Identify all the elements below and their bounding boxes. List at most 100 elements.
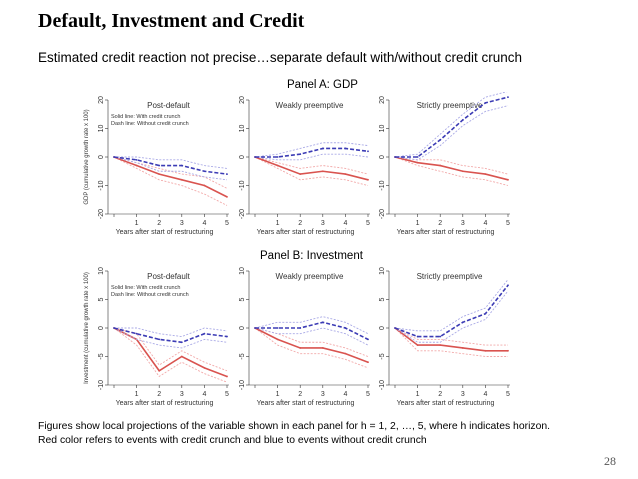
slide-subtitle: Estimated credit reaction not precise…se… <box>38 50 522 65</box>
series-blue-point <box>276 327 279 329</box>
legend-entry: Solid line: With credit crunch <box>111 285 180 291</box>
series-blue-point <box>484 101 487 104</box>
y-tick-label: 0 <box>379 326 386 330</box>
legend-entry: Dash line: Without credit crunch <box>111 292 189 298</box>
series-red-point <box>367 361 369 364</box>
x-tick-label: 2 <box>438 391 442 398</box>
x-tick-label: 1 <box>416 391 420 398</box>
y-tick-label: -5 <box>379 353 386 359</box>
series-blue-upper-band <box>114 327 228 338</box>
series-blue-point <box>367 338 369 341</box>
series-red-point <box>158 369 161 372</box>
series-blue-point <box>226 335 228 338</box>
series-red-point <box>439 164 442 167</box>
panel-0-chart-2: Strictly preemptive -20 -10 0 10 20 1 2 3 4 5 Years… <box>379 92 510 236</box>
series-red-upper-band <box>254 156 369 175</box>
series-blue-point <box>507 284 509 287</box>
plot-background <box>389 271 510 385</box>
series-blue-point <box>484 312 487 315</box>
x-tick-label: 2 <box>157 220 161 227</box>
y-tick-label: 0 <box>379 155 386 159</box>
series-blue-point <box>416 156 419 158</box>
series-blue-point <box>321 321 324 324</box>
x-tick-label: 3 <box>461 220 465 227</box>
x-tick-label: 5 <box>225 391 229 398</box>
y-tick-label: 10 <box>98 125 105 133</box>
series-blue-point <box>299 327 302 329</box>
series-red-point <box>180 355 183 358</box>
series-blue-line <box>395 96 509 158</box>
series-red-point <box>226 196 228 198</box>
x-tick-label: 1 <box>276 391 280 398</box>
y-tick-label: -5 <box>98 353 105 359</box>
series-red-point <box>203 184 206 187</box>
series-blue-point <box>507 96 509 99</box>
series-blue-point <box>461 321 464 324</box>
y-tick-label: 0 <box>239 326 246 330</box>
series-blue-point <box>113 327 115 329</box>
series-red-point <box>180 178 183 181</box>
series-blue-upper-band <box>394 92 508 158</box>
x-tick-label: 3 <box>180 220 184 227</box>
footnote: Figures show local projections of the va… <box>38 420 618 448</box>
series-blue-upper-band <box>114 156 228 169</box>
x-axis-label: Years after start of restructuring <box>397 229 495 236</box>
y-tick-label: 5 <box>239 297 246 301</box>
x-tick-label: 5 <box>506 391 510 398</box>
series-red-point <box>484 349 487 352</box>
y-tick-label: -10 <box>239 180 246 190</box>
y-tick-label: 10 <box>379 267 386 275</box>
series-red-line <box>254 327 369 363</box>
y-tick-label: -5 <box>239 353 246 359</box>
y-tick-label: 10 <box>239 267 246 275</box>
panel-0-chart-0: Post-default -20 -10 0 10 20 1 2 3 4 5 Years after … <box>84 96 229 236</box>
series-red-lower-band <box>113 327 228 383</box>
x-tick-label: 4 <box>343 220 347 227</box>
y-tick-label: -10 <box>379 380 386 390</box>
x-tick-label: 1 <box>135 391 139 398</box>
y-tick-label: 10 <box>239 125 246 133</box>
series-red-lower-band <box>254 156 369 186</box>
series-blue-line <box>255 321 369 341</box>
x-tick-label: 4 <box>202 220 206 227</box>
series-red-point <box>135 164 138 167</box>
legend-entry: Solid line: With credit crunch <box>111 114 180 120</box>
series-red-point <box>439 344 442 346</box>
series-blue-point <box>416 335 419 338</box>
series-red-point <box>507 178 509 181</box>
series-red-point <box>158 173 161 175</box>
series-red-point <box>507 349 509 352</box>
series-blue-point <box>113 156 115 158</box>
y-tick-label: -10 <box>98 380 105 390</box>
y-tick-label: 5 <box>379 297 386 301</box>
series-blue-lower-band <box>394 105 509 161</box>
series-blue-point <box>135 158 138 161</box>
subchart-title: Weakly preemptive <box>276 272 344 281</box>
series-red-point <box>461 170 464 173</box>
series-blue-point <box>394 156 396 158</box>
series-blue-point <box>203 332 206 335</box>
x-axis-label: Years after start of restructuring <box>397 400 495 407</box>
series-blue-lower-band <box>113 327 228 349</box>
subchart-title: Strictly preemptive <box>417 101 483 110</box>
series-red-point <box>484 173 487 175</box>
series-blue-point <box>394 327 396 329</box>
panel-1-chart-0: Post-default -10 -5 0 5 10 1 2 3 4 5 Years after st… <box>84 267 229 407</box>
series-blue-point <box>439 335 442 338</box>
series-red-upper-band <box>394 327 508 346</box>
series-blue-point <box>367 150 369 153</box>
series-blue-upper-band <box>254 316 369 335</box>
series-blue-point <box>254 156 256 158</box>
panel-a-label: Panel A: GDP <box>287 79 358 91</box>
series-blue-point <box>180 164 183 167</box>
y-tick-label: 20 <box>379 96 386 104</box>
series-blue-point <box>158 338 161 341</box>
y-tick-label: 20 <box>239 96 246 104</box>
page-number: 28 <box>604 454 616 468</box>
series-red-lower-band <box>113 156 228 206</box>
x-tick-label: 3 <box>180 391 184 398</box>
series-blue-point <box>135 332 138 335</box>
series-blue-lower-band <box>113 156 228 181</box>
series-red-point <box>299 347 302 349</box>
series-blue-lower-band <box>254 153 369 161</box>
